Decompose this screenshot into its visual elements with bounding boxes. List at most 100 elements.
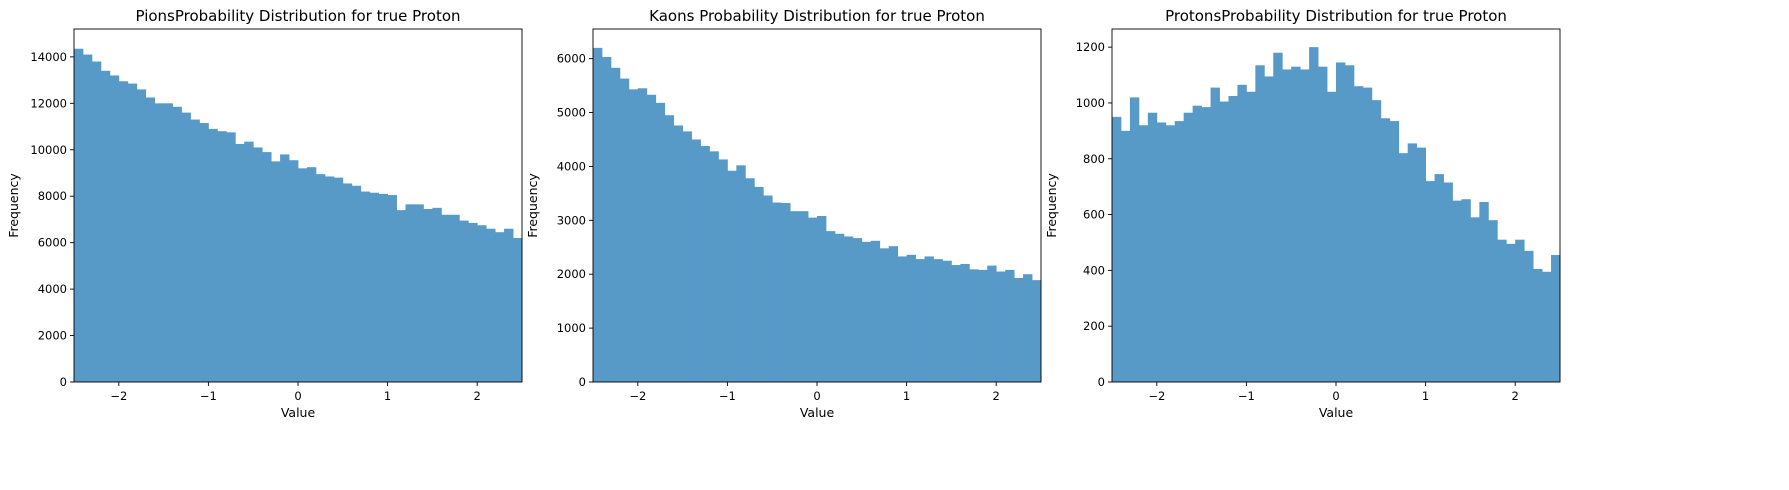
x-tick-label: 0 xyxy=(294,389,301,403)
histogram-bar xyxy=(1344,65,1355,383)
histogram-bar xyxy=(1506,243,1516,382)
histogram-bar xyxy=(969,269,979,382)
histogram-bar xyxy=(1336,62,1346,382)
histogram-bar xyxy=(834,233,845,382)
x-tick-label: 0 xyxy=(813,389,820,403)
histogram-bar xyxy=(1273,52,1283,383)
histogram-bar xyxy=(1138,125,1149,382)
histogram-bar xyxy=(861,241,872,382)
histogram-bar xyxy=(1362,87,1373,382)
histogram-bar xyxy=(1112,116,1122,382)
chart-title: Kaons Probability Distribution for true … xyxy=(649,7,985,25)
histogram-bar xyxy=(924,256,934,382)
histogram-bar xyxy=(1246,91,1256,382)
histogram-bar xyxy=(163,103,173,382)
histogram-bar xyxy=(1327,91,1337,382)
histogram-bar xyxy=(486,228,496,382)
x-tick-label: −2 xyxy=(629,389,646,403)
histogram-bar xyxy=(477,225,487,382)
histogram-bar xyxy=(289,160,299,382)
histogram-bar xyxy=(360,191,371,382)
y-tick-label: 3000 xyxy=(557,213,586,227)
histogram-bar xyxy=(1032,280,1042,382)
y-tick-label: 4000 xyxy=(557,159,586,173)
x-axis-ticks: −2 −1 0 1 2 xyxy=(629,382,1000,403)
histogram-bar xyxy=(1174,121,1185,382)
histogram-bar xyxy=(1371,100,1382,382)
histogram-bar xyxy=(1353,86,1364,382)
histogram-bar xyxy=(468,222,478,382)
histogram-bar xyxy=(1255,65,1265,383)
x-tick-label: −2 xyxy=(1148,389,1165,403)
x-tick-label: 2 xyxy=(474,389,481,403)
histogram-bar xyxy=(459,220,469,382)
histogram-bar xyxy=(601,57,612,383)
histogram-bar xyxy=(100,70,111,382)
histogram-bar xyxy=(745,178,755,382)
histogram-bar xyxy=(145,97,156,383)
histogram-bar xyxy=(1264,76,1274,383)
bars xyxy=(1112,47,1561,383)
y-axis-label: Frequency xyxy=(525,173,540,238)
histogram-bar xyxy=(1461,199,1471,382)
histogram-bar xyxy=(619,78,630,383)
histogram-bar xyxy=(1318,66,1328,382)
y-tick-label: 4000 xyxy=(38,282,67,296)
histogram-bar xyxy=(978,269,988,382)
histogram-bar xyxy=(655,102,666,382)
histogram-bar xyxy=(315,174,326,382)
y-axis-ticks: 0 2000 4000 6000 8000 10000 12000 14000 xyxy=(30,50,74,389)
histogram-bar xyxy=(190,119,200,383)
y-tick-label: 2000 xyxy=(38,329,67,343)
histogram-bar xyxy=(74,48,84,382)
histogram-bar xyxy=(450,214,460,382)
histogram-bar xyxy=(1291,66,1301,382)
y-tick-label: 600 xyxy=(1083,208,1105,222)
histogram-bar xyxy=(306,167,317,382)
x-tick-label: 0 xyxy=(1332,389,1339,403)
x-axis-label: Value xyxy=(800,405,835,420)
histogram-bar xyxy=(235,143,245,382)
histogram-bar xyxy=(118,81,129,382)
histogram-bar xyxy=(1407,143,1418,382)
y-tick-label: 1200 xyxy=(1076,40,1105,54)
histogram-bar xyxy=(951,265,961,382)
histogram-bar xyxy=(754,186,764,382)
histogram-bar xyxy=(808,217,818,382)
histogram-bar xyxy=(271,161,281,382)
histogram-bar xyxy=(709,151,719,382)
histogram-bar xyxy=(82,54,93,382)
histogram-bar xyxy=(700,145,710,382)
histogram-bar xyxy=(369,192,380,382)
histogram-bar xyxy=(253,147,263,382)
histogram-bar xyxy=(691,139,701,382)
y-tick-label: 0 xyxy=(60,375,67,389)
histogram-bar xyxy=(1300,69,1310,382)
histogram-panel-protons: ProtonsProbability Distribution for true… xyxy=(1044,7,1561,420)
y-tick-label: 1000 xyxy=(1076,96,1105,110)
histogram-bar xyxy=(513,238,523,382)
histogram-bar xyxy=(1005,269,1015,382)
histogram-bar xyxy=(727,170,737,382)
histogram-bar xyxy=(1192,105,1202,382)
histogram-bar xyxy=(1479,202,1489,382)
y-tick-label: 6000 xyxy=(557,52,586,66)
histogram-bar xyxy=(432,207,442,382)
histogram-bar xyxy=(1425,181,1435,382)
histogram-bar xyxy=(1389,121,1400,382)
histogram-bar xyxy=(1488,220,1498,382)
histogram-bar xyxy=(1443,182,1453,382)
y-axis-ticks: 0 200 400 600 800 1000 1200 xyxy=(1076,40,1112,389)
histogram-bar xyxy=(1210,87,1220,382)
histogram-bar xyxy=(790,211,800,382)
histogram-bar xyxy=(1129,97,1140,383)
bars xyxy=(74,48,523,383)
histogram-bar xyxy=(1156,122,1167,383)
chart-title: PionsProbability Distribution for true P… xyxy=(135,7,460,25)
chart-title: ProtonsProbability Distribution for true… xyxy=(1165,7,1507,25)
histogram-bar xyxy=(1147,112,1158,382)
histogram-bar xyxy=(199,123,209,383)
x-axis-ticks: −2 −1 0 1 2 xyxy=(110,382,481,403)
x-tick-label: −1 xyxy=(200,389,217,403)
histogram-bar xyxy=(772,202,782,382)
